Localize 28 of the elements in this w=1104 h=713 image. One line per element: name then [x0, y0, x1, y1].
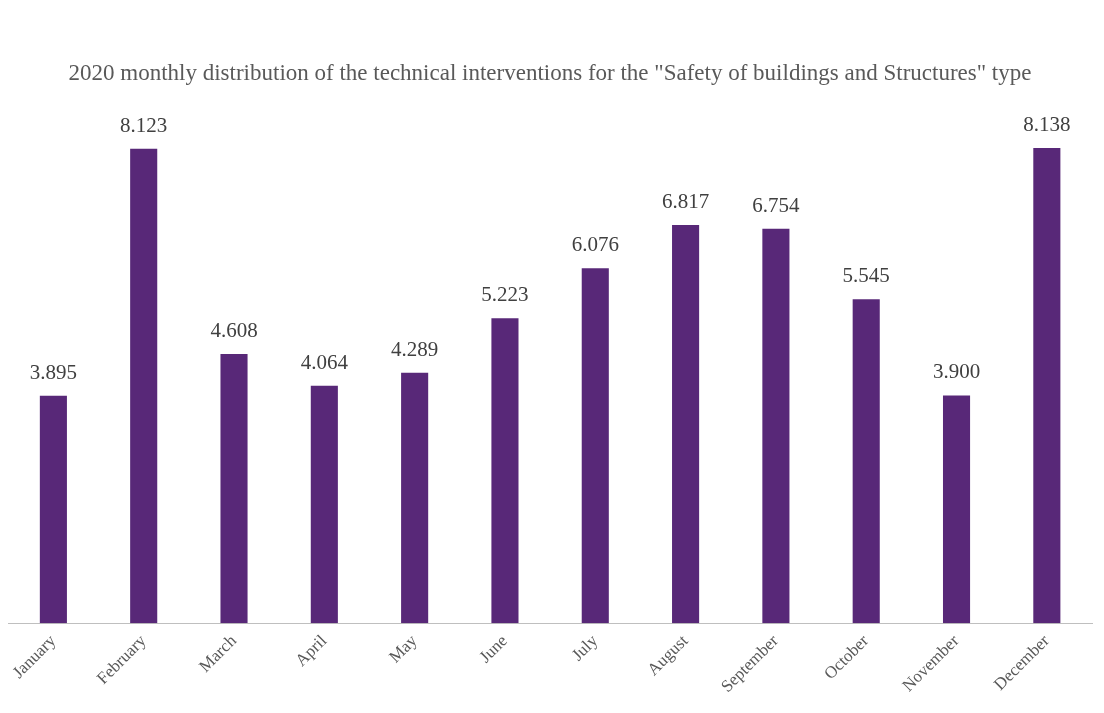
bar: [491, 318, 519, 624]
bar: [401, 372, 429, 624]
bar: [220, 354, 248, 624]
x-tick-label: May: [385, 630, 421, 667]
data-label: 4.289: [391, 336, 439, 361]
data-label: 4.608: [210, 318, 258, 343]
bar: [581, 268, 609, 624]
x-tick-label: June: [475, 630, 511, 667]
bar: [130, 148, 158, 624]
bar: [310, 385, 338, 624]
data-label: 5.545: [842, 263, 890, 288]
data-label: 3.900: [932, 359, 981, 384]
bar: [1033, 147, 1061, 624]
data-label: 5.223: [481, 282, 529, 307]
bar: [39, 395, 67, 624]
bar: [672, 225, 700, 624]
data-label: 8.123: [120, 112, 168, 137]
data-label: 6.817: [661, 189, 710, 214]
bar: [852, 299, 880, 624]
bar: [762, 228, 790, 624]
data-label: 6.754: [752, 192, 801, 217]
bar: [942, 395, 971, 624]
data-label: 6.076: [571, 232, 619, 257]
data-label: 3.895: [29, 359, 78, 384]
chart-title: 2020 monthly distribution of the technical interventions for the "Safety of buildings and Structures" type: [68, 59, 1032, 85]
data-label: 4.064: [300, 349, 349, 374]
x-tick-label: July: [567, 630, 602, 665]
data-label: 8.138: [1023, 111, 1071, 136]
